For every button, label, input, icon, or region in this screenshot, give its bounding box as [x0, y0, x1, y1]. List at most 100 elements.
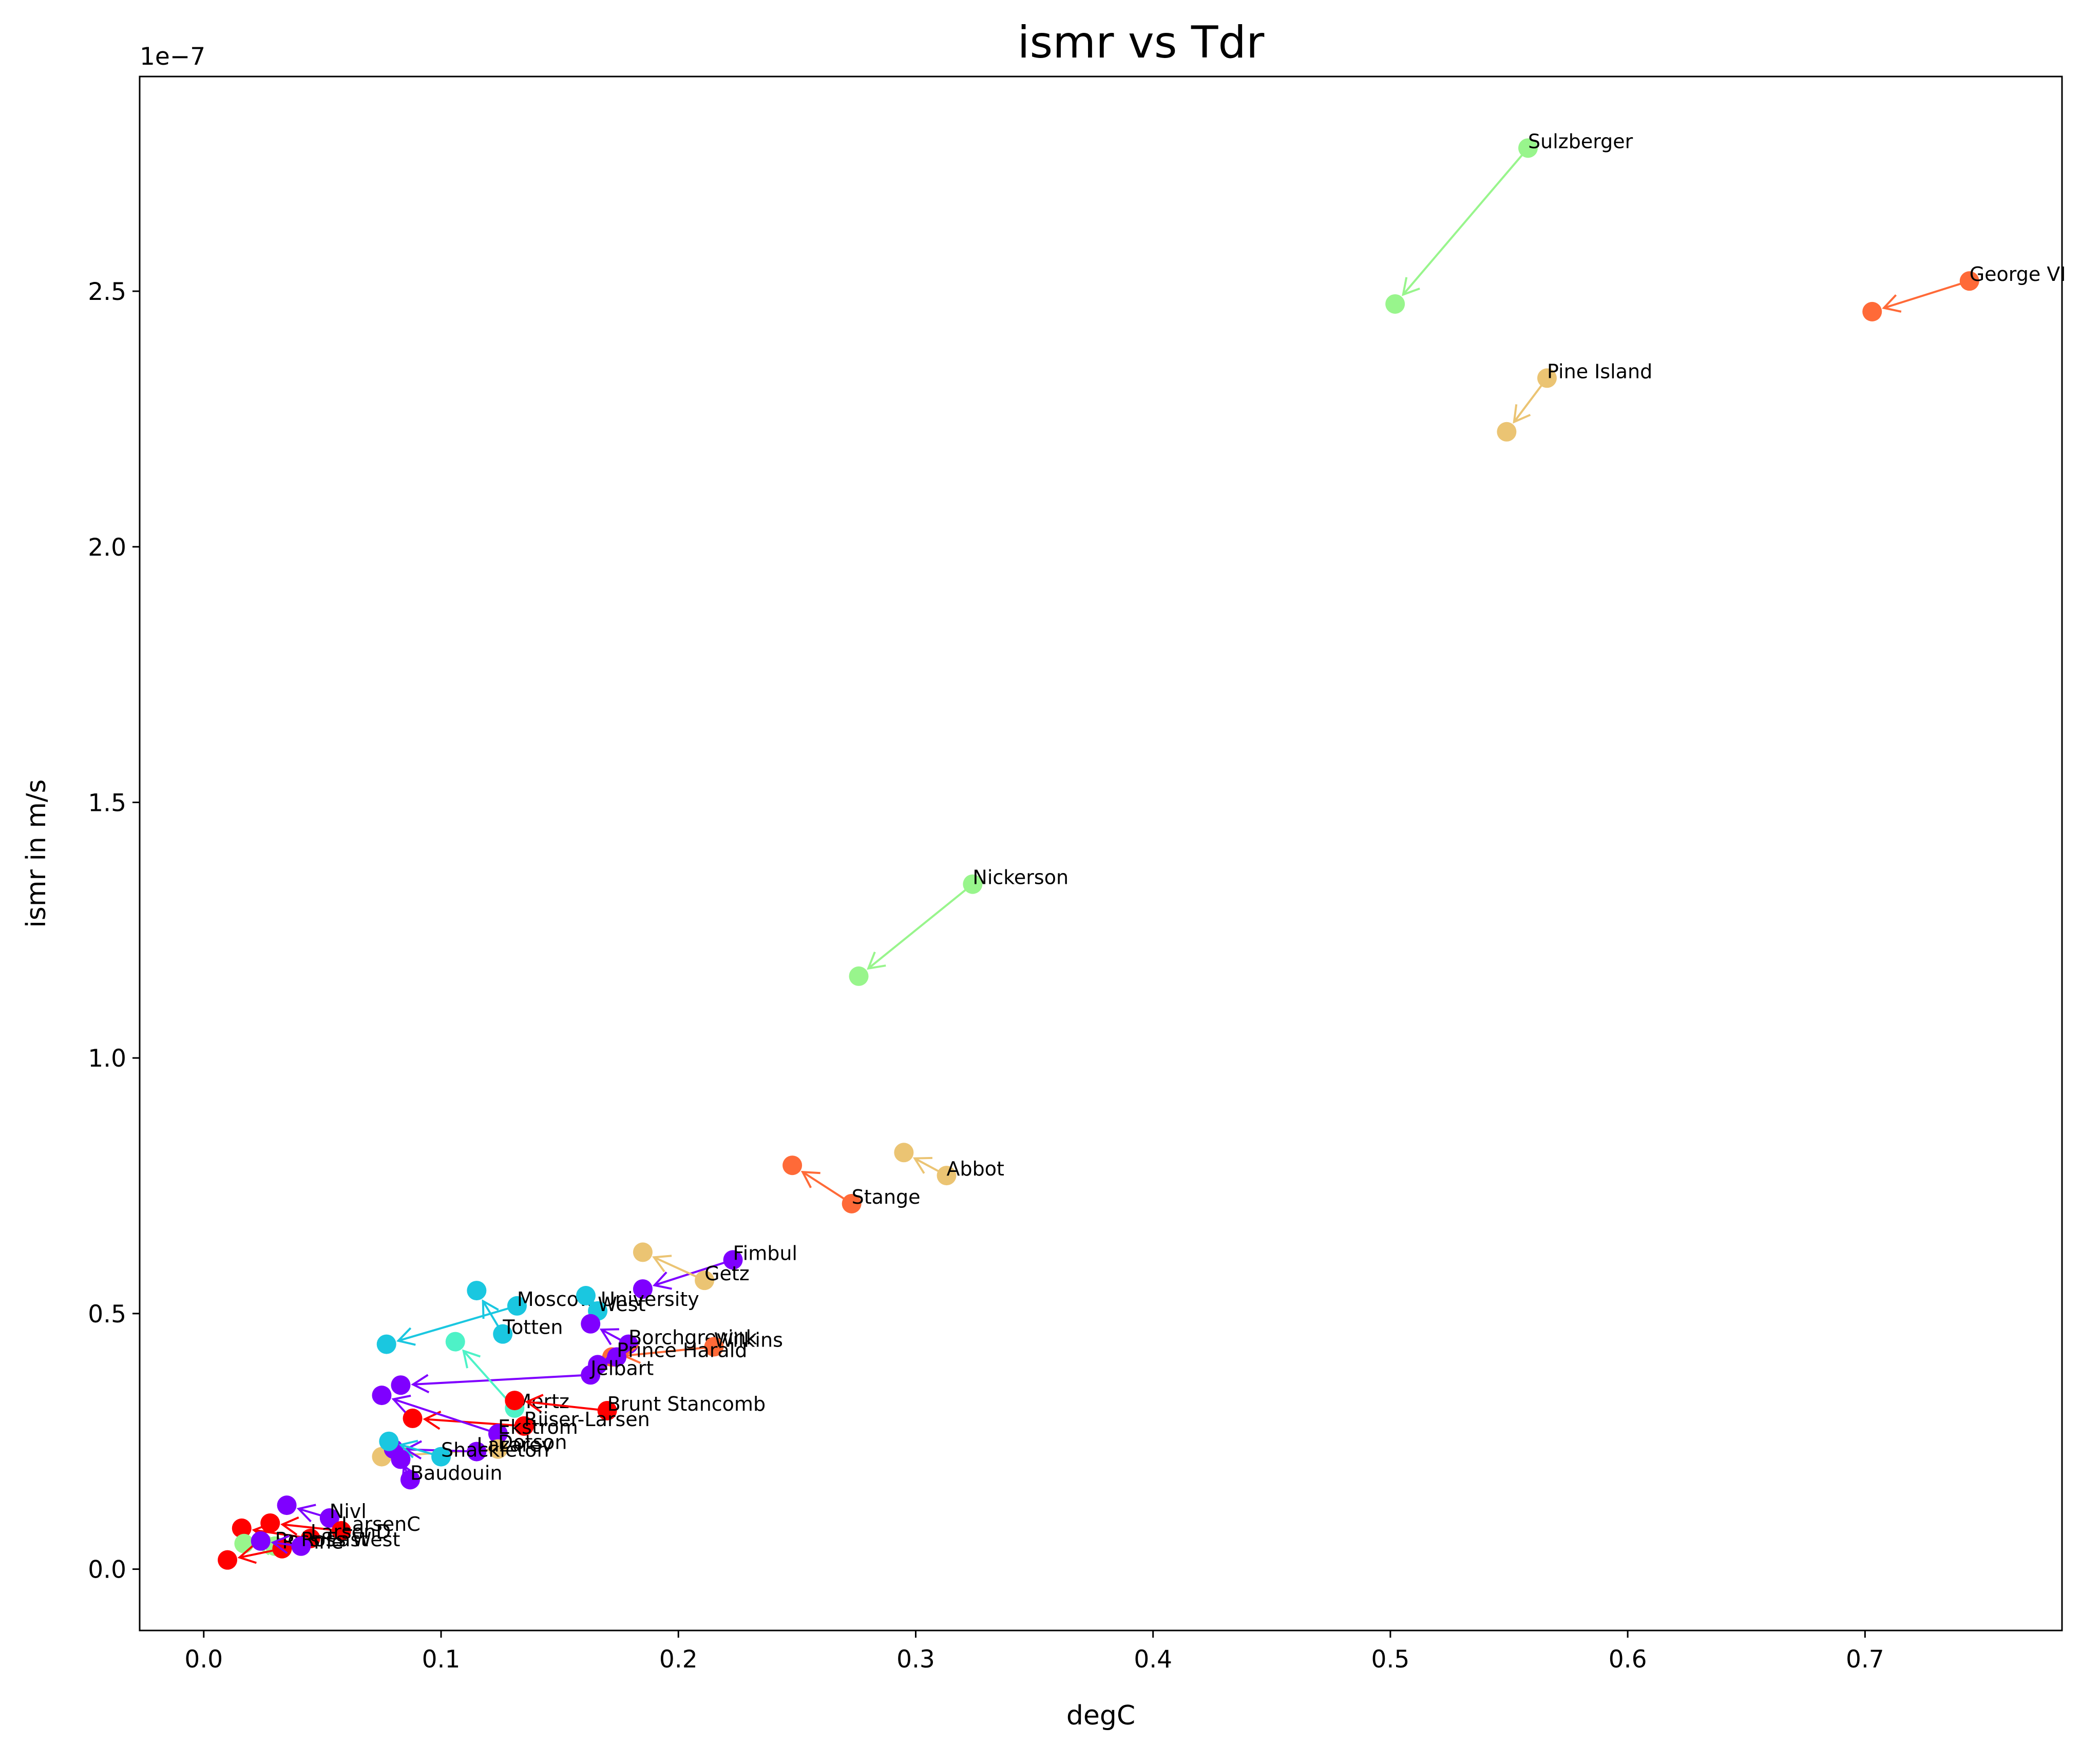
- y-tick-label: 2.5: [88, 278, 126, 306]
- chart-title: ismr vs Tdr: [1018, 17, 1265, 68]
- end-point: [894, 1143, 914, 1163]
- change-arrow-line: [526, 1400, 605, 1412]
- point-label: Totten: [502, 1316, 563, 1339]
- change-arrow-head: [391, 1394, 411, 1413]
- change-arrow-line: [914, 1157, 945, 1175]
- y-tick-label: 0.0: [88, 1556, 126, 1584]
- series-28: Ross West: [251, 1528, 400, 1556]
- x-tick-label: 0.4: [1134, 1645, 1172, 1674]
- change-arrow-head: [588, 1299, 607, 1319]
- start-point: [331, 1521, 351, 1541]
- point-label: Fimbul: [733, 1242, 797, 1264]
- change-arrow-head: [912, 1156, 933, 1174]
- change-arrow-head: [398, 1439, 418, 1458]
- start-point: [431, 1447, 451, 1467]
- end-point: [1385, 294, 1405, 314]
- start-point: [493, 1324, 513, 1344]
- point-label: Ekstrom: [498, 1416, 578, 1438]
- y-tick-label: 1.5: [88, 789, 126, 817]
- y-tick-label: 2.0: [88, 534, 126, 562]
- change-arrow-line: [654, 1259, 732, 1286]
- end-point: [403, 1408, 423, 1428]
- point-label: LarsenC: [341, 1513, 421, 1535]
- x-axis: 0.0 0.1 0.2 0.3 0.4 0.5 0.6 0.7: [184, 1630, 1884, 1674]
- change-arrow-head: [525, 1394, 544, 1413]
- point-label: George VI: [1970, 263, 2066, 286]
- point-label: Brunt Stancomb: [607, 1393, 766, 1415]
- y-axis: 0.0 0.5 1.0 1.5 2.0 2.5: [88, 278, 140, 1584]
- point-label: Pine Island: [1547, 360, 1652, 383]
- end-point: [277, 1495, 297, 1515]
- change-arrow-line: [403, 1465, 411, 1478]
- end-point: [1862, 301, 1882, 321]
- change-arrow-line: [393, 1398, 497, 1434]
- change-arrow-head: [602, 1348, 622, 1365]
- end-point: [445, 1332, 465, 1352]
- end-point: [849, 966, 869, 986]
- start-point: [581, 1365, 601, 1385]
- point-label: Borchgrevink: [628, 1326, 757, 1349]
- point-label: Ross West: [301, 1528, 400, 1551]
- series-4: Abbot: [894, 1143, 1004, 1186]
- change-arrow-line: [298, 1508, 328, 1519]
- series-0: Sulzberger: [1385, 130, 1633, 314]
- series-17: Riiser-Larsen: [403, 1408, 650, 1436]
- change-arrow-head: [1513, 404, 1531, 424]
- series-3: Nickerson: [849, 866, 1068, 986]
- x-tick-label: 0.7: [1846, 1645, 1884, 1674]
- series-16: Brunt Stancomb: [505, 1391, 766, 1420]
- y-tick-label: 1.0: [88, 1045, 126, 1073]
- change-arrow-line: [867, 884, 972, 970]
- series-24: LarsenC: [260, 1513, 421, 1541]
- end-point: [218, 1550, 238, 1570]
- y-axis-offset-label: 1e−7: [140, 43, 205, 71]
- point-label: Jelbart: [589, 1357, 654, 1379]
- change-arrow-head: [401, 1464, 419, 1484]
- change-arrow-head: [652, 1271, 672, 1290]
- series-7: Getz: [633, 1242, 750, 1291]
- start-point: [1959, 271, 1979, 291]
- end-point: [379, 1431, 399, 1451]
- change-arrow-line: [1513, 379, 1547, 423]
- point-label: Moscow University: [517, 1288, 699, 1311]
- change-arrow-head: [237, 1545, 257, 1564]
- change-arrow-line: [1402, 149, 1528, 295]
- point-label: Riiser-Larsen: [524, 1408, 650, 1431]
- x-tick-label: 0.5: [1371, 1645, 1410, 1674]
- series-22: Baudouin: [391, 1449, 502, 1490]
- change-arrow-line: [273, 1541, 299, 1547]
- change-arrow-line: [398, 1305, 516, 1342]
- end-point: [581, 1314, 601, 1334]
- change-arrow-head: [462, 1349, 481, 1369]
- start-point: [507, 1296, 527, 1316]
- start-point: [467, 1441, 487, 1462]
- change-arrow-head: [800, 1171, 820, 1188]
- change-arrow-line: [802, 1171, 851, 1204]
- point-label: Stange: [852, 1186, 921, 1208]
- axes-frame: [139, 75, 2063, 1632]
- series-13: Prince Harald: [588, 1339, 747, 1375]
- change-arrow-head: [1882, 294, 1902, 313]
- end-point: [633, 1279, 653, 1299]
- change-arrow-head: [652, 1255, 672, 1273]
- series-10: Totten: [467, 1281, 563, 1344]
- change-arrow-head: [271, 1534, 290, 1554]
- change-arrow-line: [413, 1374, 589, 1386]
- series-5: Stange: [782, 1155, 921, 1213]
- change-arrow-head: [1402, 277, 1420, 296]
- end-point: [633, 1242, 653, 1262]
- point-label: Sulzberger: [1528, 130, 1633, 153]
- end-point: [234, 1533, 254, 1553]
- y-axis-label: ismr in m/s: [21, 779, 52, 927]
- end-point: [1497, 422, 1517, 442]
- series-23: Nivl: [277, 1495, 367, 1528]
- series-21: Shackleton: [379, 1431, 549, 1467]
- end-point: [467, 1281, 487, 1301]
- point-label: Wilkins: [714, 1329, 783, 1352]
- point-label: West: [598, 1293, 645, 1316]
- x-tick-label: 0.3: [896, 1645, 935, 1674]
- change-arrow-line: [482, 1300, 503, 1333]
- change-arrow-line: [653, 1256, 703, 1281]
- point-label: LarsenD: [311, 1521, 391, 1543]
